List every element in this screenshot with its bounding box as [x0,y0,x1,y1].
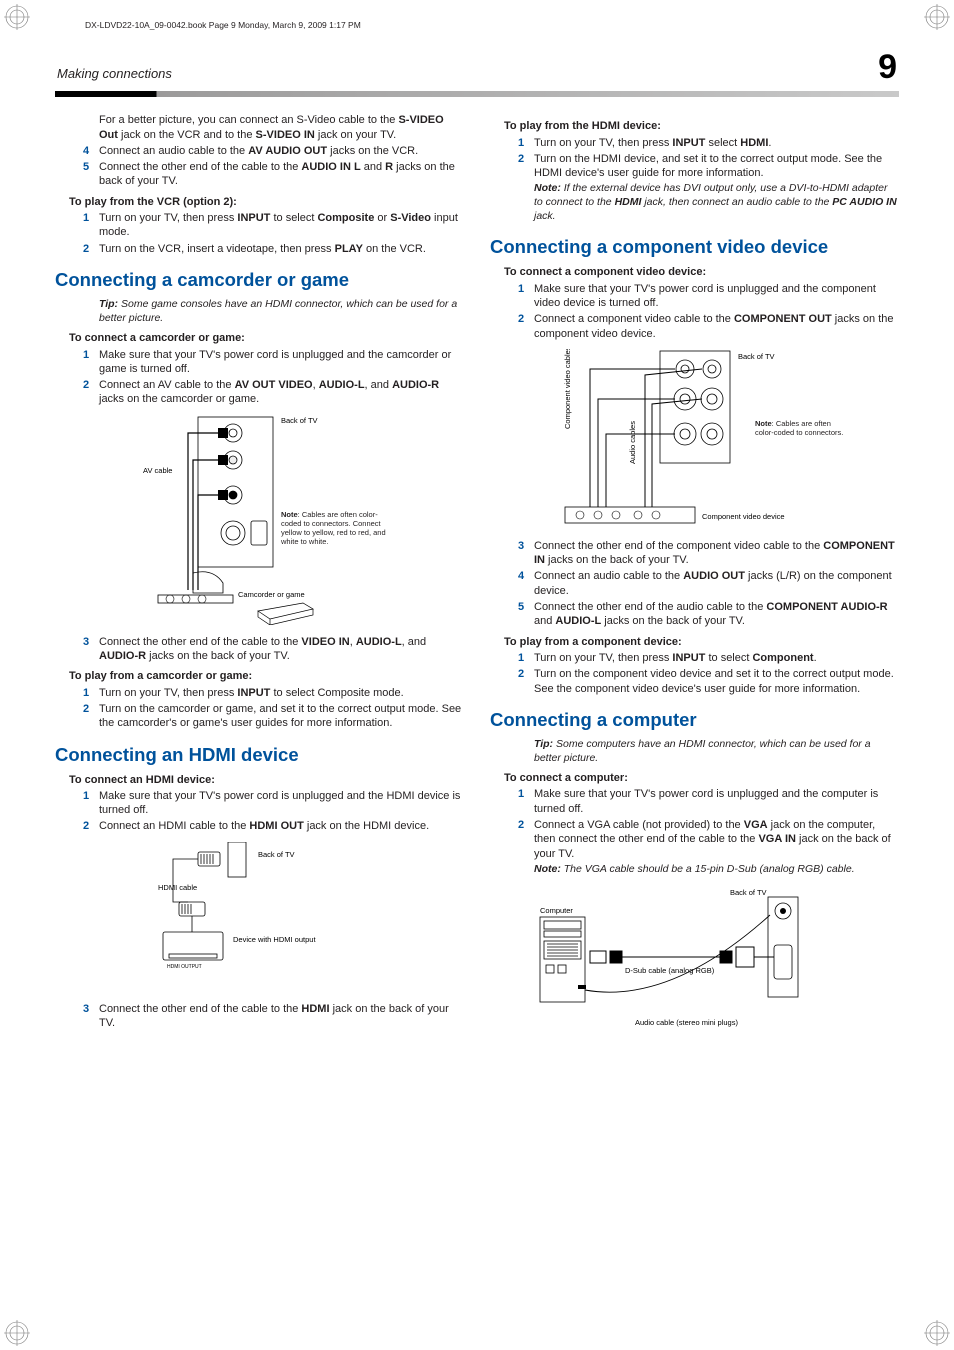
tip-camcorder: Tip: Some game consoles have an HDMI con… [99,298,464,325]
vcr-play-steps: 1Turn on your TV, then press INPUT to se… [83,211,464,256]
cam-step3: 3Connect the other end of the cable to t… [83,635,464,664]
subhead-comp-connect: To connect a component video device: [504,265,899,279]
svg-text:D-Sub cable (analog RGB): D-Sub cable (analog RGB) [625,966,715,975]
hdmi-play-steps: 1Turn on your TV, then press INPUT selec… [518,136,899,181]
subhead-hdmi-play: To play from the HDMI device: [504,119,899,133]
subhead-vcr-play: To play from the VCR (option 2): [69,195,464,209]
svg-text:HDMI cable: HDMI cable [158,883,197,892]
tip-computer: Tip: Some computers have an HDMI connect… [534,738,899,765]
svg-text:Back of TV: Back of TV [730,888,767,897]
heading-computer: Connecting a computer [490,708,899,732]
crop-mark [924,1320,950,1346]
note-hdmi: Note: If the external device has DVI out… [534,182,899,223]
cam-play-steps: 1Turn on your TV, then press INPUT to se… [83,686,464,731]
heading-hdmi: Connecting an HDMI device [55,743,464,767]
svg-text:Device with HDMI output: Device with HDMI output [233,935,316,944]
note-pc: Note: The VGA cable should be a 15-pin D… [534,863,899,877]
subhead-hdmi-connect: To connect an HDMI device: [69,773,464,787]
svg-text:Back of TV: Back of TV [258,850,295,859]
figure-hdmi: Back of TV HDMI cable HDMI OUTPUT Device… [103,842,464,992]
svg-text:Component video cables: Component video cables [563,349,572,429]
subhead-cam-play: To play from a camcorder or game: [69,669,464,683]
svg-text:HDMI OUTPUT: HDMI OUTPUT [167,964,202,970]
heading-camcorder: Connecting a camcorder or game [55,268,464,292]
svg-text:Audio cable (stereo mini plugs: Audio cable (stereo mini plugs) [635,1018,738,1027]
right-column: To play from the HDMI device: 1Turn on y… [490,113,899,1044]
figure-camcorder: Back of TV AV cable Note: [103,415,464,625]
subhead-cam-connect: To connect a camcorder or game: [69,331,464,345]
figure-component: Back of TV Component video cables Audio … [520,349,899,529]
svg-text:Back of TV: Back of TV [281,416,318,425]
print-header: DX-LDVD22-10A_09-0042.book Page 9 Monday… [85,20,899,31]
subhead-pc-connect: To connect a computer: [504,771,899,785]
crop-mark [924,4,950,30]
page-header: Making connections 9 [55,45,899,97]
svg-text:Computer: Computer [540,906,573,915]
svg-text:Back of TV: Back of TV [738,352,775,361]
crop-mark [4,4,30,30]
svg-text:Camcorder or game: Camcorder or game [238,590,305,599]
svg-text:Component video device: Component video device [702,512,785,521]
heading-component: Connecting a component video device [490,235,899,259]
left-column: For a better picture, you can connect an… [55,113,464,1044]
svg-text:Audio cables: Audio cables [628,421,637,464]
page-number: 9 [878,45,897,89]
hdmi-step3: 3Connect the other end of the cable to t… [83,1002,464,1031]
comp-play-steps: 1Turn on your TV, then press INPUT to se… [518,651,899,696]
crop-mark [4,1320,30,1346]
header-section-title: Making connections [57,66,172,83]
comp-steps-rest: 3Connect the other end of the component … [518,539,899,629]
svg-text:AV cable: AV cable [143,466,172,475]
hdmi-connect-steps: 1Make sure that your TV's power cord is … [83,789,464,834]
comp-connect-steps: 1Make sure that your TV's power cord is … [518,282,899,341]
figure-computer: Back of TV Computer [520,885,899,1035]
header-rule [55,91,899,97]
vcr-steps-continued: 4Connect an audio cable to the AV AUDIO … [83,144,464,189]
cam-connect-steps: 1Make sure that your TV's power cord is … [83,348,464,407]
intro-paragraph: For a better picture, you can connect an… [99,113,464,142]
subhead-comp-play: To play from a component device: [504,635,899,649]
pc-connect-steps: 1Make sure that your TV's power cord is … [518,787,899,860]
